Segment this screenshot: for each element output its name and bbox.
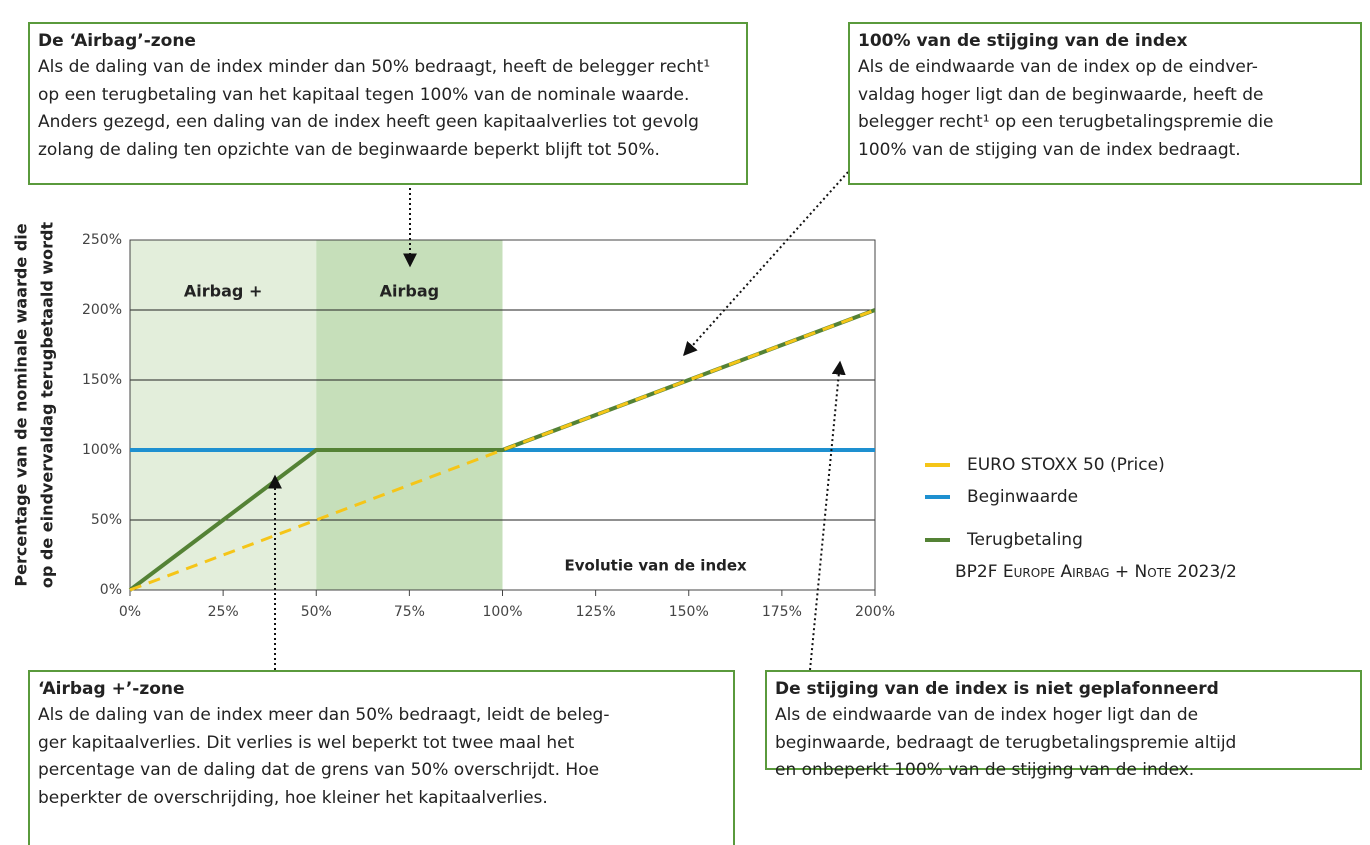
box-line: beginwaarde, bedraagt de terugbetalingsp…: [775, 732, 1237, 753]
legend-label: EURO STOXX 50 (Price): [967, 455, 1165, 475]
box-line: en onbeperkt 100% van de stijging van de…: [775, 760, 1195, 780]
box-title: De ‘Airbag’-zone: [38, 31, 196, 51]
x-tick-label: 0%: [119, 604, 141, 620]
y-axis-label: Percentage van de nominale waarde die: [12, 223, 31, 586]
box-line: ger kapitaalverlies. Dit verlies is wel …: [38, 732, 575, 753]
box-title: De stijging van de index is niet geplafo…: [775, 679, 1219, 699]
box-line: 100% van de stijging van de index bedraa…: [858, 139, 1241, 160]
arrow: [683, 171, 849, 357]
box-line: Anders gezegd, een daling van de index h…: [38, 112, 699, 132]
x-tick-label: 75%: [394, 604, 425, 620]
box-line: beperkter de overschrijding, hoe kleiner…: [38, 787, 548, 808]
y-tick-label: 0%: [100, 582, 122, 598]
arrow: [809, 360, 846, 671]
box-line: percentage van de daling dat de grens va…: [38, 760, 600, 780]
box-line: Als de daling van de index minder dan 50…: [38, 57, 711, 77]
box-no-cap: De stijging van de index is niet geplafo…: [765, 670, 1362, 780]
y-tick-label: 150%: [82, 372, 122, 388]
y-tick-label: 100%: [82, 442, 122, 458]
y-tick-label: 200%: [82, 302, 122, 318]
box-title: 100% van de stijging van de index: [858, 31, 1188, 51]
box-line: Als de daling van de index meer dan 50% …: [38, 705, 610, 725]
x-tick-label: 150%: [669, 604, 709, 620]
legend-label: Beginwaarde: [967, 487, 1078, 507]
x-annotation: Evolutie van de index: [565, 557, 748, 575]
y-tick-label: 250%: [82, 232, 122, 248]
box-line: belegger recht¹ op een terugbetalingspre…: [858, 112, 1274, 132]
legend-label: Terugbetaling: [966, 530, 1083, 550]
x-tick-label: 100%: [482, 604, 522, 620]
x-tick-label: 25%: [208, 604, 239, 620]
zone-label: Airbag +: [184, 282, 262, 301]
y-axis-label: op de eindvervaldag terugbetaald wordt: [38, 222, 57, 589]
box-line: zolang de daling ten opzichte van de beg…: [38, 139, 660, 160]
box-line: Als de eindwaarde van de index op de ein…: [858, 57, 1258, 77]
box-line: valdag hoger ligt dan de beginwaarde, he…: [858, 84, 1264, 105]
x-tick-label: 125%: [576, 604, 616, 620]
box-rise: 100% van de stijging van de index Als de …: [848, 22, 1362, 185]
zone-label: Airbag: [380, 282, 439, 301]
box-line: Als de eindwaarde van de index hoger lig…: [775, 705, 1199, 725]
zone: [316, 240, 503, 590]
box-airbag: De ‘Airbag’-zone Als de daling van de ind…: [28, 22, 748, 185]
legend-label: BP2F Europe Airbag + Note 2023/2: [955, 562, 1237, 582]
box-line: op een terugbetaling van het kapitaal te…: [38, 84, 690, 105]
x-tick-label: 200%: [855, 604, 895, 620]
arrows: [268, 171, 849, 671]
x-tick-label: 175%: [762, 604, 802, 620]
x-tick-label: 50%: [301, 604, 332, 620]
series-line: [129, 308, 876, 592]
box-title: ‘Airbag +’-zone: [38, 679, 185, 699]
box-airbag-plus: ‘Airbag +’-zone Als de daling van de inde…: [28, 670, 735, 845]
y-tick-label: 50%: [91, 512, 122, 528]
